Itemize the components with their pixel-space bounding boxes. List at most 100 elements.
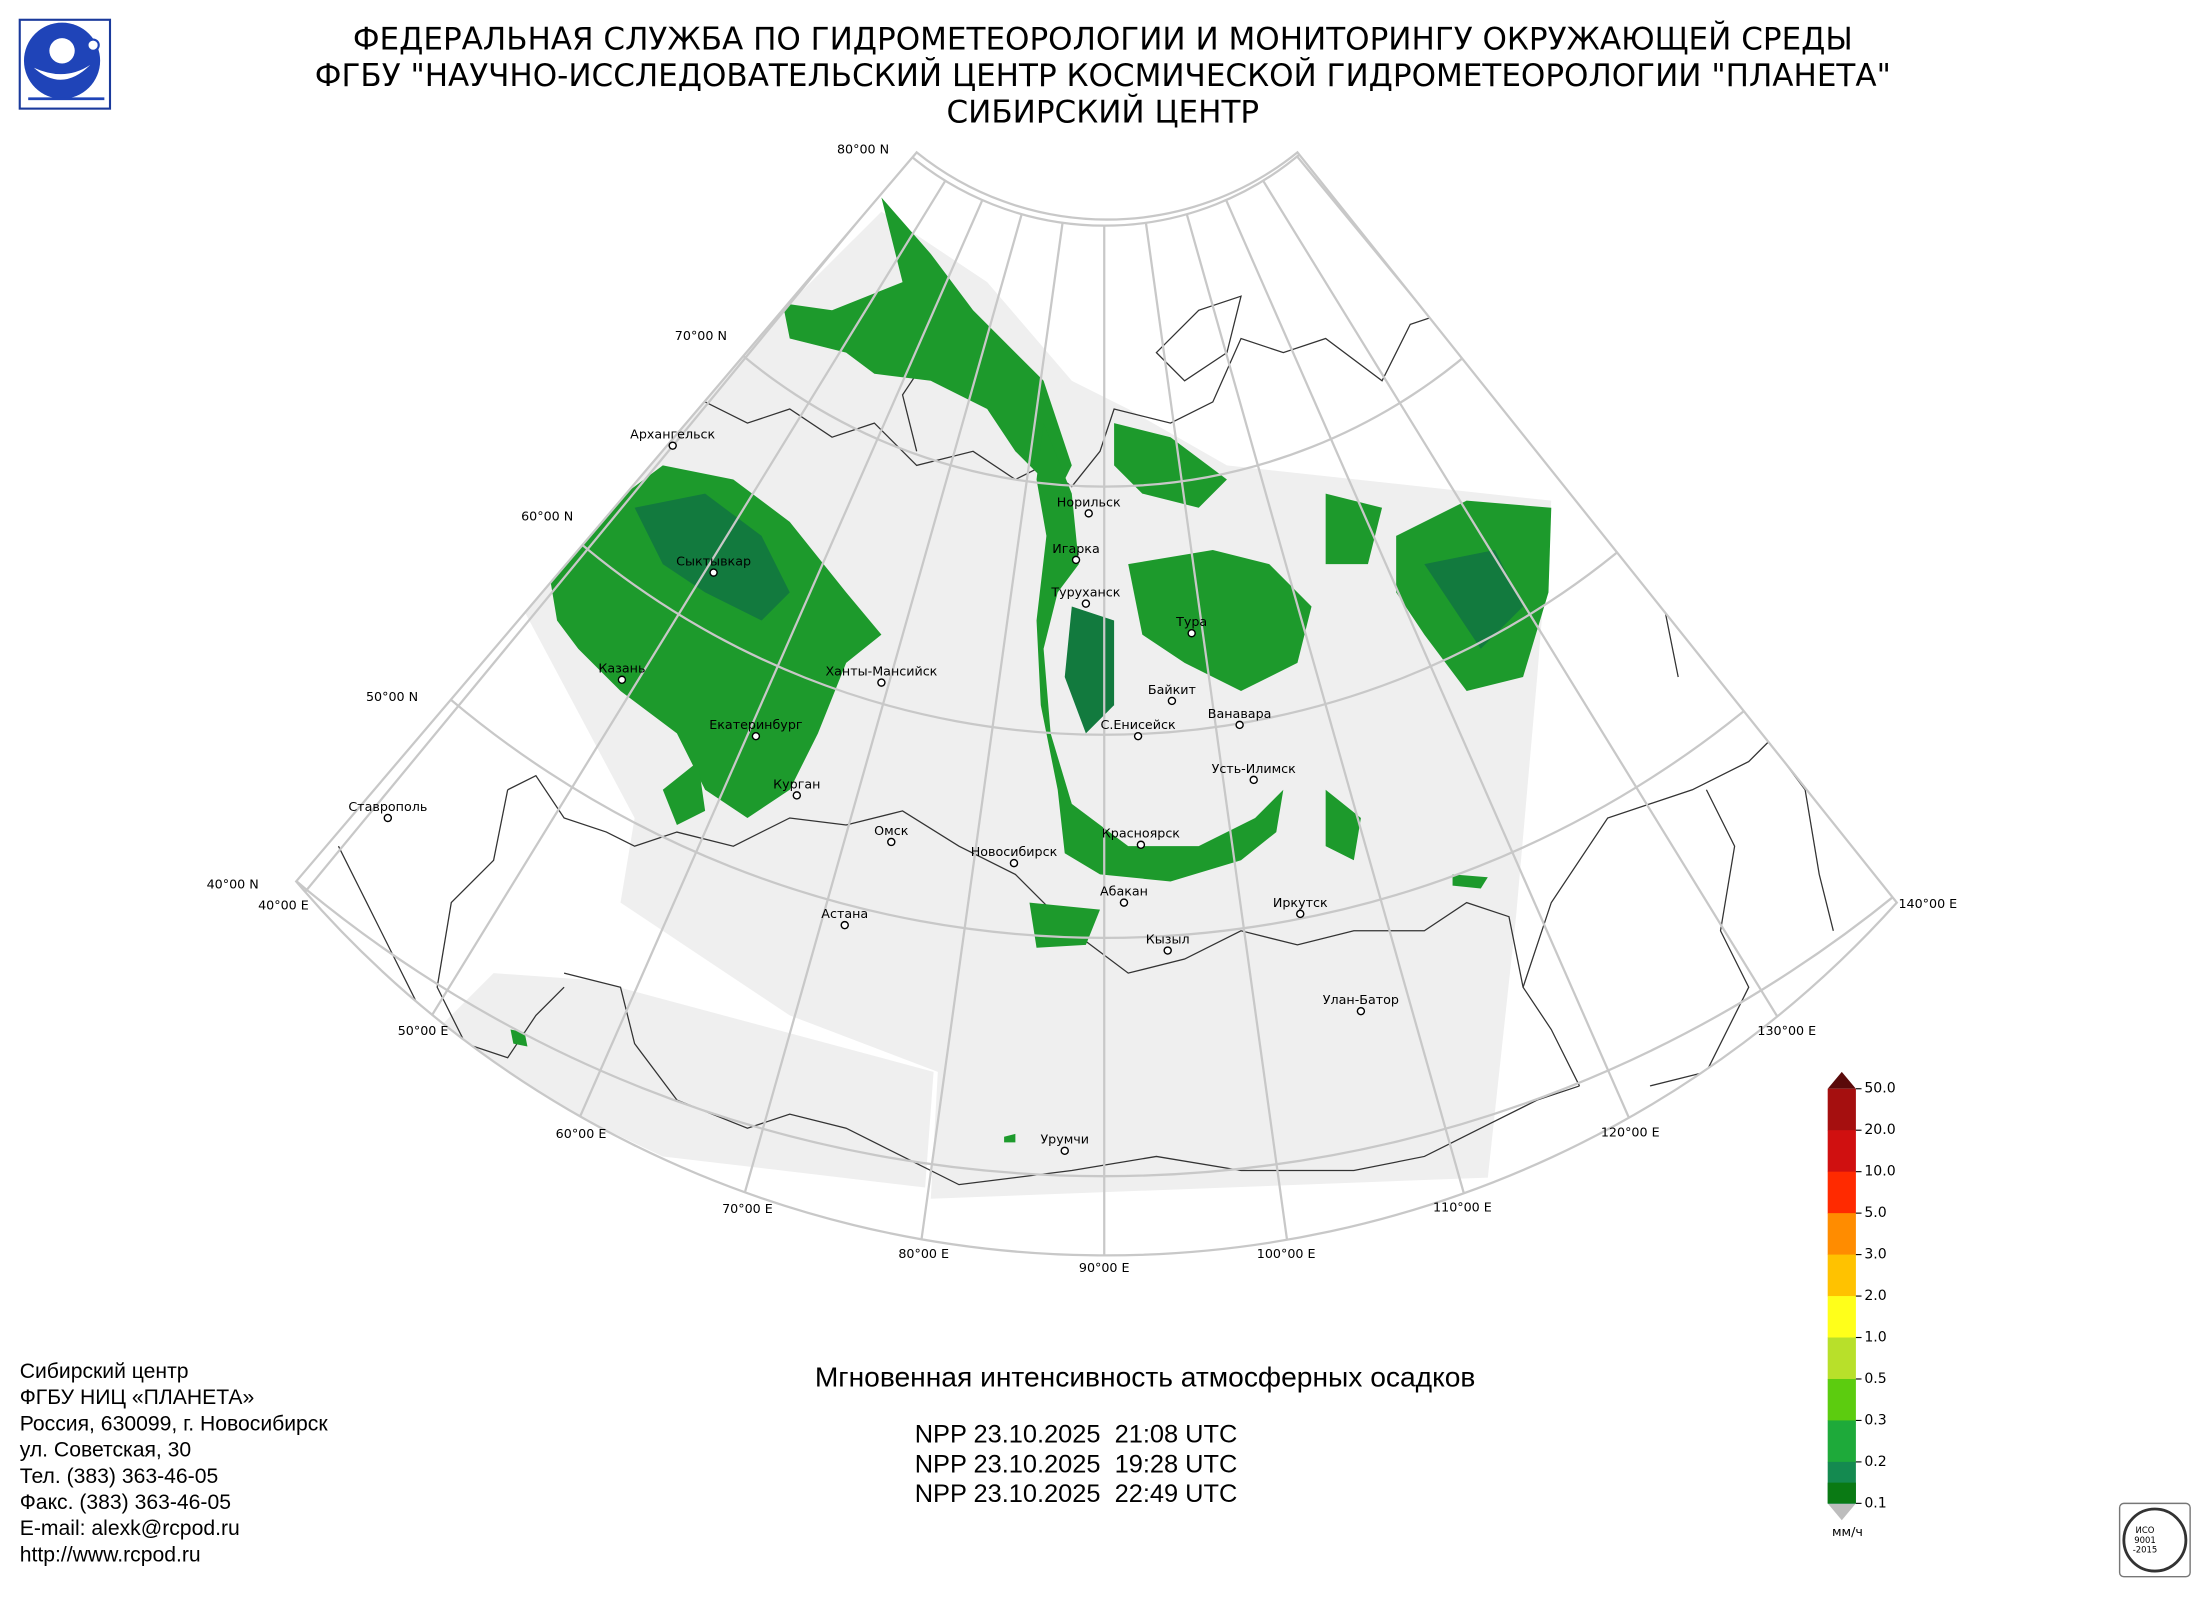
city-marker: [1133, 731, 1143, 741]
city-marker: [1071, 555, 1081, 565]
logo: [18, 18, 112, 110]
lon-label: 80°00 E: [898, 1246, 949, 1261]
legend-label: 10.0: [1864, 1164, 1895, 1180]
lon-label: 130°00 E: [1757, 1023, 1816, 1038]
city-marker: [751, 731, 761, 741]
city-marker: [877, 678, 886, 687]
city-marker: [1187, 629, 1196, 638]
city-marker: [1296, 909, 1305, 919]
city-marker: [792, 791, 802, 800]
lon-label: 120°00 E: [1601, 1125, 1660, 1140]
certificate: ИСО 9001 -2015: [2118, 1502, 2191, 1578]
city-marker: [1119, 898, 1129, 907]
city-marker: [383, 813, 393, 823]
contact-line: Россия, 630099, г. Новосибирск: [20, 1412, 329, 1435]
city-marker: [1084, 509, 1093, 518]
legend-label: 5.0: [1864, 1205, 1886, 1221]
pass-time: NPP 23.10.2025 22:49 UTC: [915, 1480, 1238, 1508]
city-label: Улан-Батор: [1323, 992, 1399, 1007]
contact-line: Факс. (383) 363-46-05: [20, 1491, 231, 1514]
city-marker: [1163, 946, 1172, 955]
legend-arrow: [1827, 1071, 1856, 1089]
city-marker: [1356, 1006, 1366, 1016]
city-marker: [617, 675, 627, 685]
precipitation: [510, 197, 1552, 1143]
city-label: Усть-Илимск: [1212, 761, 1297, 776]
city-label: Новосибирск: [971, 844, 1058, 859]
city-label: Казань: [598, 661, 645, 676]
city-marker: [887, 837, 896, 847]
city-label: Игарка: [1052, 541, 1099, 556]
lon-label: 40°00 E: [258, 898, 309, 913]
city-label: Красноярск: [1102, 826, 1181, 841]
legend-swatch: [1827, 1420, 1856, 1463]
city-label: Туруханск: [1050, 585, 1120, 600]
city-label: Архангельск: [630, 427, 715, 442]
city-label: Ханты-Мансийск: [825, 664, 937, 679]
city-marker: [1167, 696, 1177, 706]
legend-label: 0.1: [1864, 1495, 1886, 1511]
city-label: Урумчи: [1040, 1132, 1089, 1147]
legend-swatch: [1827, 1296, 1856, 1338]
city-label: Кызыл: [1146, 931, 1190, 946]
city-label: Сыктывкар: [676, 554, 751, 569]
city-label: Ставрополь: [348, 799, 427, 814]
contact-line: ФГБУ НИЦ «ПЛАНЕТА»: [20, 1386, 255, 1409]
header-line: СИБИРСКИЙ ЦЕНТР: [947, 93, 1260, 131]
lon-label: 100°00 E: [1257, 1246, 1316, 1261]
lat-label: 70°00 N: [675, 328, 727, 343]
legend-swatch: [1827, 1254, 1856, 1297]
legend-label: 0.2: [1864, 1454, 1886, 1470]
cert-line: -2015: [2133, 1545, 2158, 1555]
lat-label: 40°00 N: [207, 876, 259, 891]
city-label: Ванавара: [1208, 706, 1272, 721]
lon-label: 110°00 E: [1433, 1199, 1492, 1214]
lon-label: 90°00 E: [1079, 1260, 1130, 1275]
map: Архангельск Сыктывкар Казань Екатеринбург Ку…: [207, 142, 1958, 1275]
city-label: Байкит: [1148, 682, 1197, 697]
contact-line: E-mail: alexk@rcpod.ru: [20, 1517, 240, 1540]
legend-arrow: [1827, 1503, 1856, 1521]
cert-line: ИСО: [2136, 1525, 2155, 1535]
city-label: Иркутск: [1273, 895, 1328, 910]
contact-line: ул. Советская, 30: [20, 1439, 191, 1462]
legend-label: 0.5: [1864, 1371, 1886, 1387]
legend-swatch: [1827, 1171, 1856, 1214]
city-label: Абакан: [1100, 884, 1148, 899]
contact-line: Тел. (383) 363-46-05: [20, 1465, 218, 1488]
city-marker: [1081, 599, 1091, 608]
city-label: Курган: [773, 776, 820, 791]
legend-swatch: [1827, 1088, 1856, 1131]
legend-label: 1.0: [1864, 1330, 1886, 1346]
legend-unit: мм/ч: [1832, 1524, 1863, 1539]
lon-label: 60°00 E: [556, 1126, 607, 1141]
legend-label: 3.0: [1864, 1247, 1886, 1263]
city-marker: [840, 920, 849, 930]
legend-label: 50.0: [1864, 1081, 1895, 1097]
city-marker: [1249, 775, 1258, 785]
city-marker: [709, 568, 718, 577]
city-marker: [668, 441, 677, 450]
city-label: Екатеринбург: [709, 717, 803, 732]
city-label: Тура: [1175, 614, 1207, 629]
header-line: ФГБУ "НАУЧНО-ИССЛЕДОВАТЕЛЬСКИЙ ЦЕНТР КОС…: [315, 56, 1891, 94]
legend-swatch: [1827, 1130, 1856, 1173]
city-label: Омск: [874, 823, 909, 838]
city-label: Астана: [821, 906, 868, 921]
coverage: [521, 211, 1552, 1199]
cities: Архангельск Сыктывкар Казань Екатеринбург Ку…: [348, 427, 1399, 1156]
cert-line: 9001: [2134, 1535, 2156, 1545]
lon-label: 50°00 E: [398, 1023, 449, 1038]
city-marker: [1136, 840, 1146, 850]
coverage: [423, 973, 934, 1188]
city-label: С.Енисейск: [1101, 717, 1176, 732]
legend-label: 0.3: [1864, 1412, 1886, 1428]
legend-swatch: [1827, 1378, 1856, 1421]
lon-label: 140°00 E: [1898, 896, 1957, 911]
legend-swatch: [1827, 1213, 1856, 1256]
legend-swatch: [1827, 1482, 1856, 1504]
city-marker: [1060, 1146, 1069, 1156]
